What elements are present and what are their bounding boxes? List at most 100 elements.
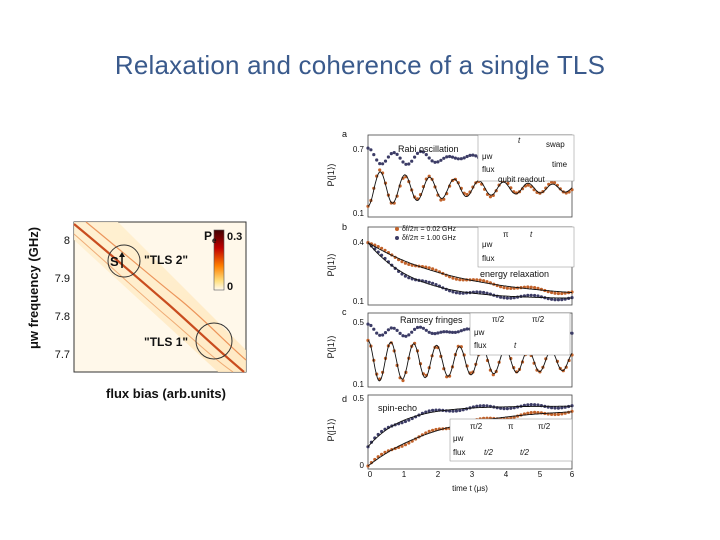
relaxation-data-point bbox=[424, 265, 428, 269]
panel-ylabel: P(|1⟩) bbox=[326, 254, 336, 277]
spin-echo-data-point bbox=[570, 404, 574, 408]
tls1-circle bbox=[195, 322, 233, 360]
rabi-data-point bbox=[459, 157, 463, 161]
panel-letter: a bbox=[342, 129, 347, 139]
inset-t: t bbox=[518, 136, 521, 145]
relaxation-data-point bbox=[478, 290, 482, 294]
rabi-data-point bbox=[439, 158, 443, 162]
relaxation-data-point bbox=[454, 277, 458, 281]
spectroscopy-figure: μw frequency (GHz) 8 7.9 7.8 7.7 S "TLS … bbox=[26, 200, 250, 410]
relaxation-data-point bbox=[475, 278, 479, 282]
x-tick-label: 4 bbox=[504, 470, 509, 479]
rabi-data-point bbox=[404, 162, 408, 166]
relaxation-data-point bbox=[427, 266, 431, 270]
spin-echo-data-point bbox=[560, 412, 564, 416]
spin-echo-data-point bbox=[482, 404, 486, 408]
rabi-data-point bbox=[386, 155, 390, 159]
rabi-data-point bbox=[442, 197, 446, 201]
rabi-data-point bbox=[415, 151, 420, 155]
ramsey-data-point bbox=[410, 330, 414, 334]
spin-echo-data-point bbox=[556, 406, 560, 410]
relaxation-data-point bbox=[434, 283, 438, 287]
resonance-line bbox=[85, 221, 247, 361]
rabi-data-point bbox=[465, 192, 469, 197]
rabi-data-point bbox=[526, 183, 530, 187]
relaxation-data-point bbox=[509, 286, 513, 290]
legend-marker bbox=[395, 236, 399, 240]
spin-echo-data-point bbox=[570, 409, 574, 413]
spin-echo-data-point bbox=[526, 411, 530, 415]
ramsey-data-point bbox=[436, 331, 440, 335]
colorbar bbox=[213, 229, 225, 291]
panel-ytick-bottom: 0.1 bbox=[353, 380, 365, 389]
relaxation-data-point bbox=[454, 291, 458, 295]
ramsey-data-point bbox=[404, 334, 408, 338]
panel-letter: d bbox=[342, 394, 347, 404]
ramsey-fit-line bbox=[367, 340, 573, 382]
relaxation-data-point bbox=[458, 278, 462, 282]
inset-t: t/2 bbox=[484, 448, 493, 457]
relaxation-data-point bbox=[451, 276, 455, 280]
panel-ytick-bottom: 0.1 bbox=[353, 209, 365, 218]
colorbar-max: 0.3 bbox=[227, 231, 242, 243]
ramsey-data-point bbox=[424, 328, 428, 332]
spin-echo-data-point bbox=[529, 403, 533, 407]
inset-readout: qubit readout bbox=[498, 175, 545, 184]
relaxation-data-point bbox=[553, 291, 557, 295]
relaxation-data-point bbox=[556, 291, 560, 296]
panel-ylabel: P(|1⟩) bbox=[326, 164, 336, 187]
spin-echo-data-point bbox=[560, 406, 564, 410]
spin-echo-data-point bbox=[427, 429, 431, 433]
rabi-data-point bbox=[401, 160, 405, 164]
rabi-data-point bbox=[552, 181, 557, 185]
rabi-data-point bbox=[421, 150, 425, 154]
inset-flux: flux bbox=[482, 165, 494, 174]
spin-echo-data-point bbox=[536, 403, 540, 407]
rabi-data-point bbox=[410, 159, 414, 163]
pulse-inset bbox=[449, 418, 573, 462]
pulse-inset bbox=[477, 226, 575, 268]
panel-ytick-bottom: 0 bbox=[360, 461, 365, 470]
rabi-data-point bbox=[439, 198, 443, 202]
rabi-data-point bbox=[389, 152, 393, 156]
ramsey-data-point bbox=[392, 326, 396, 330]
relaxation-data-point bbox=[560, 298, 564, 302]
rabi-data-point bbox=[418, 149, 423, 154]
inset-mw: μw bbox=[453, 434, 464, 443]
relaxation-data-point bbox=[427, 280, 431, 284]
inset-time: time bbox=[552, 160, 568, 169]
spin-echo-data-point bbox=[369, 440, 373, 444]
y-tick-label: 8 bbox=[64, 235, 70, 247]
panel-ytick-top: 0.5 bbox=[353, 394, 365, 403]
resonance-line bbox=[73, 223, 245, 373]
rabi-data-point bbox=[453, 156, 457, 160]
rabi-data-point bbox=[468, 153, 472, 157]
ramsey-data-point bbox=[448, 330, 452, 334]
inset-mw: μw bbox=[474, 328, 485, 337]
spin-echo-data-point bbox=[451, 409, 455, 413]
rabi-data-point bbox=[430, 159, 434, 163]
rabi-data-point bbox=[465, 154, 469, 159]
relaxation-data-point bbox=[536, 294, 540, 298]
relaxation-data-point bbox=[400, 260, 404, 264]
relaxation-data-point bbox=[376, 245, 380, 249]
relaxation-data-point bbox=[424, 279, 428, 284]
relaxation-data-point bbox=[526, 285, 530, 289]
x-tick-label: 3 bbox=[470, 470, 475, 479]
spin-echo-data-point bbox=[403, 443, 407, 447]
x-tick-label: 2 bbox=[436, 470, 441, 479]
spin-echo-data-point bbox=[465, 407, 469, 411]
colorbar-min: 0 bbox=[227, 281, 233, 293]
spin-echo-data-point bbox=[533, 403, 537, 407]
inset-t: t bbox=[514, 341, 517, 350]
ramsey-data-point bbox=[450, 330, 455, 334]
ramsey-data-point bbox=[445, 330, 449, 334]
rabi-data-point bbox=[445, 155, 449, 159]
legend-entry: δf/2π = 0.02 GHz bbox=[402, 226, 457, 233]
spin-echo-data-point bbox=[478, 404, 482, 408]
pulse-inset bbox=[477, 134, 575, 182]
pulse-inset bbox=[469, 312, 571, 356]
relaxation-data-point bbox=[570, 296, 574, 300]
ramsey-data-point bbox=[395, 328, 399, 332]
spin-echo-data-point bbox=[475, 404, 479, 408]
